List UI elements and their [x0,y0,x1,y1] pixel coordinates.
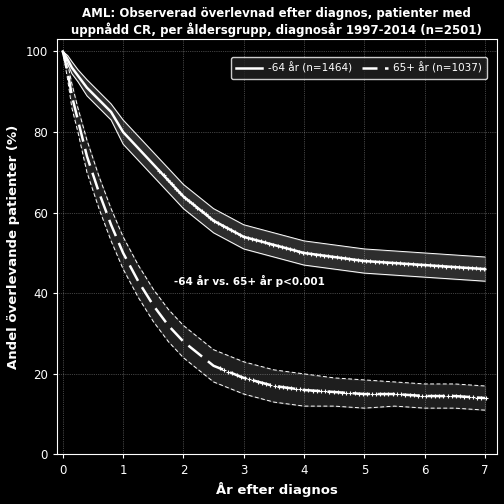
Legend: -64 år (n=1464), 65+ år (n=1037): -64 år (n=1464), 65+ år (n=1037) [231,57,487,79]
Y-axis label: Andel överlevande patienter (%): Andel överlevande patienter (%) [7,125,20,369]
Title: AML: Observerad överlevnad efter diagnos, patienter med
uppnådd CR, per åldersgr: AML: Observerad överlevnad efter diagnos… [72,7,482,37]
X-axis label: År efter diagnos: År efter diagnos [216,482,338,497]
Text: -64 år vs. 65+ år p<0.001: -64 år vs. 65+ år p<0.001 [174,275,325,287]
